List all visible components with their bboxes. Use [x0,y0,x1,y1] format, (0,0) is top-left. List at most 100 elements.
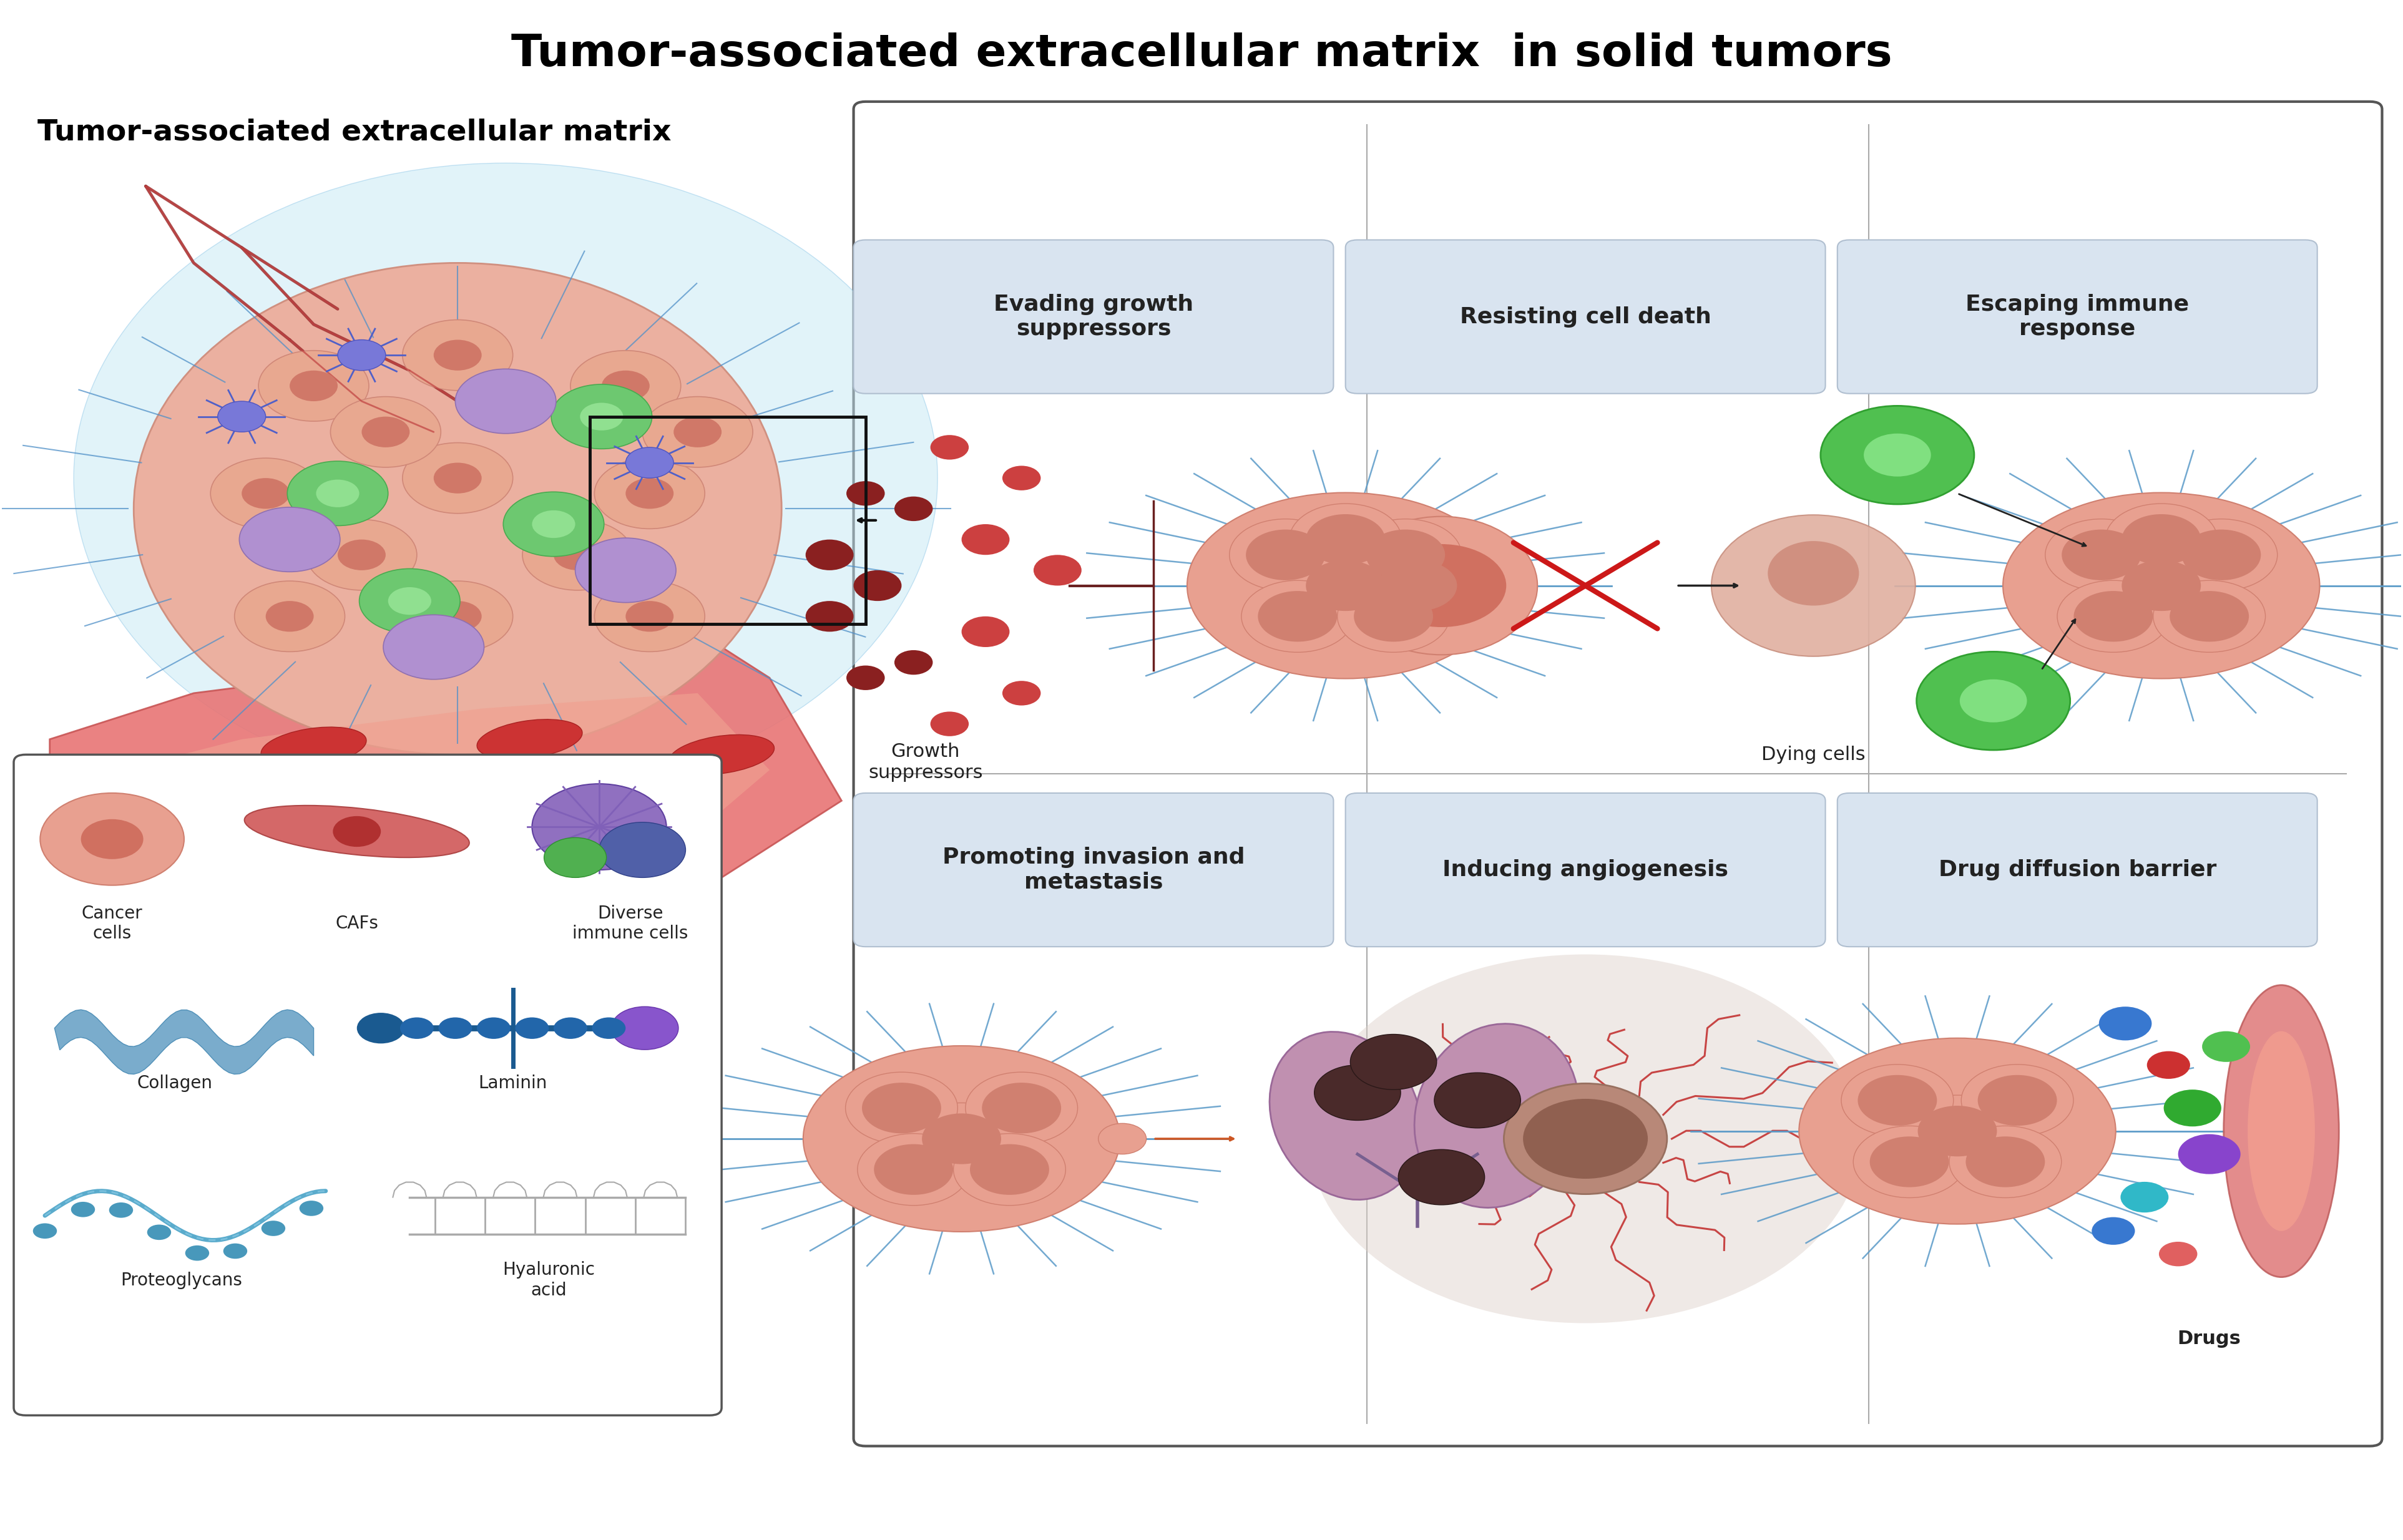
Text: Resisting cell death: Resisting cell death [1459,306,1711,328]
Circle shape [433,340,481,371]
Ellipse shape [846,1072,959,1144]
Circle shape [339,340,384,371]
Circle shape [1821,407,1975,504]
Ellipse shape [74,163,937,793]
Circle shape [2119,1181,2168,1212]
Circle shape [2182,530,2261,581]
Circle shape [399,1018,433,1040]
Circle shape [1314,1066,1401,1120]
Circle shape [1245,530,1324,581]
Circle shape [235,581,346,651]
Ellipse shape [1949,1126,2062,1198]
FancyBboxPatch shape [853,793,1334,947]
Circle shape [401,581,512,651]
Circle shape [502,491,603,556]
Circle shape [358,1013,404,1044]
Ellipse shape [1187,493,1504,679]
Circle shape [805,601,853,631]
Circle shape [433,601,481,631]
Circle shape [360,568,459,633]
Circle shape [642,397,752,467]
Circle shape [1966,1137,2045,1187]
Circle shape [1918,651,2069,750]
Circle shape [894,496,932,521]
Circle shape [1257,591,1336,642]
Circle shape [1870,1137,1949,1187]
FancyBboxPatch shape [1838,240,2316,394]
Circle shape [1435,1073,1521,1127]
Circle shape [211,457,322,528]
Circle shape [846,665,884,690]
Circle shape [1961,679,2028,722]
Ellipse shape [1269,1032,1423,1200]
Ellipse shape [2045,519,2158,591]
Circle shape [579,403,622,430]
Circle shape [454,370,555,433]
Circle shape [288,460,387,525]
Ellipse shape [1363,550,1473,622]
FancyBboxPatch shape [1346,793,1826,947]
Ellipse shape [1841,1064,1954,1137]
Circle shape [437,1018,471,1040]
Circle shape [476,1018,509,1040]
Ellipse shape [803,1046,1120,1232]
Circle shape [594,457,704,528]
Circle shape [610,1007,678,1050]
Circle shape [846,480,884,505]
Ellipse shape [906,1103,1016,1175]
Text: Laminin: Laminin [478,1075,548,1092]
FancyBboxPatch shape [853,102,2381,1446]
Circle shape [262,1221,286,1237]
Text: Dying cells: Dying cells [1761,745,1865,764]
Circle shape [387,587,430,614]
Circle shape [514,1018,548,1040]
Text: Escaping immune
response: Escaping immune response [1966,294,2189,340]
Circle shape [267,601,315,631]
Ellipse shape [2223,986,2338,1277]
Circle shape [147,1224,171,1240]
Circle shape [332,397,440,467]
Ellipse shape [245,805,469,858]
Ellipse shape [262,727,365,767]
Circle shape [875,1144,954,1195]
Ellipse shape [1800,1038,2115,1224]
Circle shape [223,1243,248,1258]
Ellipse shape [382,778,485,818]
Ellipse shape [476,719,582,759]
Circle shape [219,402,267,431]
Ellipse shape [1338,581,1449,653]
Ellipse shape [1415,1024,1579,1207]
Ellipse shape [2004,493,2319,679]
Circle shape [594,581,704,651]
Circle shape [41,793,185,885]
Ellipse shape [2165,519,2278,591]
Circle shape [894,650,932,675]
Circle shape [863,1083,942,1133]
Text: Promoting invasion and
metastasis: Promoting invasion and metastasis [942,847,1245,893]
Circle shape [82,819,144,859]
Ellipse shape [1504,1084,1668,1194]
Bar [589,417,865,624]
Circle shape [673,417,721,447]
Circle shape [574,537,675,602]
Circle shape [591,1018,625,1040]
Circle shape [1350,1035,1437,1090]
Ellipse shape [668,735,774,775]
Circle shape [1353,591,1432,642]
Circle shape [1365,530,1444,581]
Circle shape [2122,514,2201,565]
Text: Cancer
cells: Cancer cells [82,906,142,942]
Circle shape [961,616,1009,647]
Circle shape [625,447,673,477]
PathPatch shape [55,1010,315,1073]
Circle shape [1098,1123,1146,1153]
Ellipse shape [1350,519,1461,591]
Polygon shape [50,616,841,924]
Circle shape [521,519,632,590]
Circle shape [382,614,483,679]
Circle shape [983,1083,1062,1133]
Circle shape [598,822,685,878]
Ellipse shape [135,263,781,755]
Text: Proteoglycans: Proteoglycans [120,1272,243,1289]
Circle shape [1377,561,1456,611]
